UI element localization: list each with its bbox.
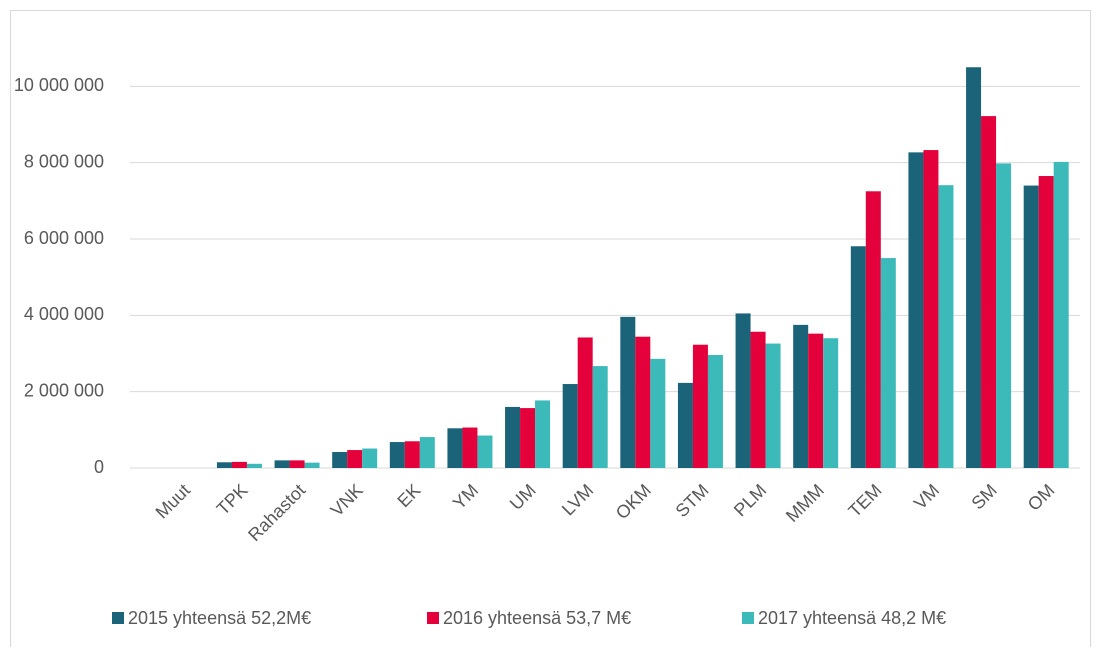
bar (347, 450, 363, 468)
bar (635, 336, 651, 468)
bar (447, 428, 463, 468)
legend-swatch (427, 612, 439, 624)
y-tick-label: 2 000 000 (24, 380, 104, 400)
bar (562, 384, 578, 468)
legend-label: 2017 yhteensä 48,2 M€ (758, 608, 946, 628)
bar (592, 366, 608, 468)
bar (850, 246, 866, 468)
y-tick-label: 0 (94, 457, 104, 477)
bar (462, 427, 478, 468)
legend-label: 2015 yhteensä 52,2M€ (128, 608, 311, 628)
bar (362, 448, 378, 468)
bar (865, 191, 881, 468)
bar (908, 152, 924, 468)
bar (419, 437, 435, 468)
bar (923, 150, 939, 469)
bar (535, 400, 551, 468)
bar (880, 258, 896, 468)
bar (1023, 185, 1039, 469)
bar (793, 324, 809, 468)
bar (823, 338, 839, 468)
bar (620, 316, 636, 468)
bar (332, 451, 348, 468)
y-tick-label: 6 000 000 (24, 228, 104, 248)
bar (650, 358, 666, 468)
y-tick-label: 10 000 000 (14, 75, 104, 95)
bar (520, 408, 536, 468)
y-tick-label: 4 000 000 (24, 304, 104, 324)
bar (996, 163, 1012, 468)
bar (981, 116, 997, 468)
bar (765, 343, 781, 468)
bar (274, 460, 290, 468)
bar (389, 442, 405, 468)
bar (808, 333, 824, 468)
bar (246, 463, 262, 468)
y-tick-label: 8 000 000 (24, 151, 104, 171)
bar (304, 462, 320, 468)
bar (477, 435, 493, 468)
bar (404, 441, 420, 468)
legend-swatch (742, 612, 754, 624)
bar (1053, 161, 1069, 469)
bar (750, 331, 766, 468)
bar (231, 461, 247, 468)
bar (677, 382, 693, 468)
bar (735, 313, 751, 468)
bar (966, 67, 982, 468)
bar (216, 462, 232, 468)
bar (505, 406, 521, 468)
bar (707, 355, 723, 468)
bar (289, 460, 305, 468)
bar (577, 337, 593, 468)
bar (1038, 176, 1054, 468)
legend-label: 2016 yhteensä 53,7 M€ (443, 608, 631, 628)
bar (938, 185, 954, 468)
bar (692, 344, 708, 468)
legend-swatch (112, 612, 124, 624)
